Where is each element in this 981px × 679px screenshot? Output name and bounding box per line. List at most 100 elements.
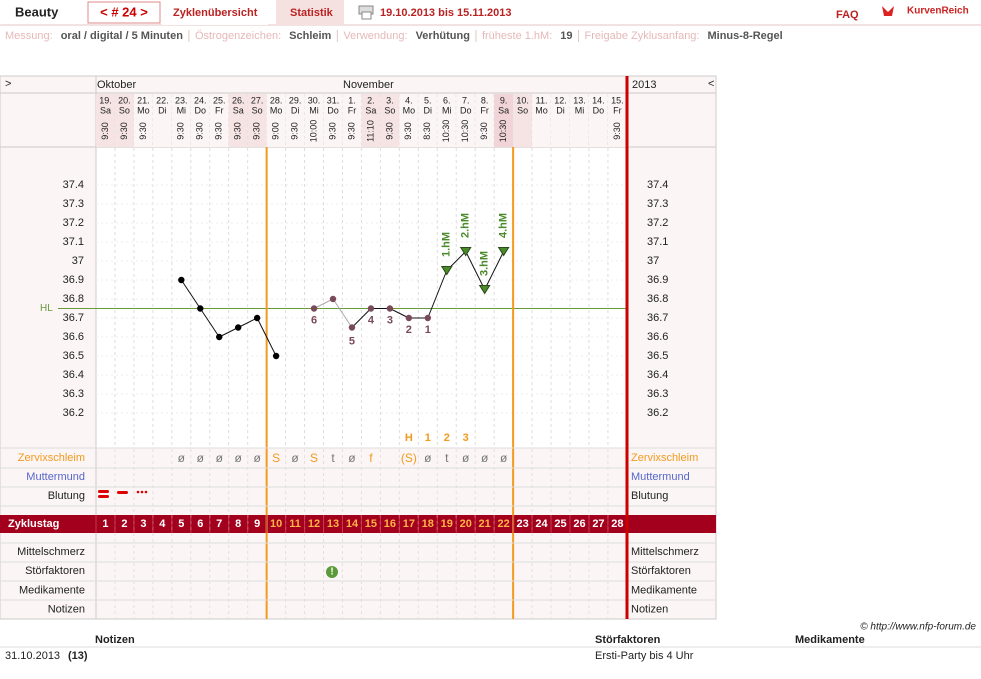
day-weekday: Do [327,105,339,115]
day-header [247,94,267,147]
low-count: 4 [368,314,375,326]
day-header [588,94,608,147]
day-header [266,94,286,147]
svg-text:!: ! [330,567,333,578]
bleeding-marks [98,490,148,498]
row-label: Muttermund [631,471,690,483]
day-header [190,94,210,147]
row-label: Medikamente [631,584,697,596]
curve-segment [313,298,334,309]
cycle-day: 12 [308,518,320,530]
notes-header: Medikamente [795,634,865,646]
disturbance-icon[interactable]: ! [326,566,338,578]
month: November [343,79,394,91]
day-time: 9:30 [233,122,243,140]
cycle-day: 18 [422,518,434,530]
nav-right[interactable]: < [708,78,714,90]
row-label: Zervixschleim [18,452,85,464]
faq-link[interactable]: FAQ [836,9,859,21]
nav-left[interactable]: > [5,78,11,90]
temp-point [424,314,431,322]
day-time: 9:30 [327,122,337,140]
day-date: 25. [213,95,226,105]
day-time: 10:30 [498,120,508,143]
cycle-day: 10 [270,518,282,530]
y-tick-label: 36.3 [63,388,84,400]
day-header [399,94,419,147]
temp-point [329,295,337,303]
day-weekday: Do [195,105,207,115]
tab-statistics[interactable]: Statistik [290,7,334,19]
y-tick-label: 36.6 [647,331,668,343]
day-time: 9:30 [479,122,489,140]
day-date: 12. [554,95,567,105]
mucus-count: 2 [444,432,450,444]
mucus-symbol: ø [235,451,243,465]
curve-segment [237,317,258,328]
day-header [456,94,476,147]
y-tick-label: 36.5 [647,350,668,362]
day-time: 9:30 [403,122,413,140]
mucus-symbol: ø [500,451,508,465]
y-tick-label: 36.5 [63,350,84,362]
cycle-day: 27 [592,518,604,530]
cycle-day: 5 [178,518,184,530]
logo-text[interactable]: KurvenReich [907,6,969,17]
y-tick-label: 36.9 [63,274,84,286]
day-date: 27. [251,95,264,105]
day-weekday: Fr [480,105,489,115]
day-weekday: Fr [613,105,622,115]
day-weekday: Mi [177,105,187,115]
day-header [152,94,172,147]
row-label: Blutung [631,490,668,502]
y-tick-label: 36.4 [63,369,84,381]
tab-overview[interactable]: Zyklenübersicht [173,7,258,19]
day-weekday: Fr [348,105,357,115]
day-header [607,94,627,147]
day-header [304,94,324,147]
temp-point [386,305,394,312]
day-weekday: Mi [442,105,452,115]
year: 2013 [632,79,656,91]
day-time: 9:30 [195,122,205,140]
day-weekday: Mi [575,105,585,115]
mucus-symbol: ø [291,451,299,465]
day-weekday: Di [158,105,167,115]
day-weekday: So [119,105,130,115]
info-value: Verhütung [416,30,470,42]
day-weekday: Di [424,105,433,115]
day-time: 9:30 [346,122,356,140]
mucus-symbol: t [445,451,449,465]
mucus-symbol: f [369,451,373,465]
day-header [361,94,381,147]
note-day: (13) [68,650,88,662]
note-date: 31.10.2013 [5,650,60,662]
cycle-box[interactable] [87,1,161,24]
cycle-day: 23 [516,518,528,530]
day-date: 30. [308,95,321,105]
cycle-nav[interactable]: < # 24 > [100,4,148,19]
cycle-day: 24 [535,518,548,530]
info-value: Schleim [289,30,331,42]
info-label: Freigabe Zyklusanfang: [585,30,700,42]
y-tick-label: 36.7 [63,312,84,324]
row-label: Mittelschmerz [631,546,699,558]
day-date: 26. [232,95,245,105]
cycle-day: 21 [479,518,491,530]
day-weekday: Do [593,105,605,115]
y-tick-label: 36.9 [647,274,668,286]
print-icon[interactable] [358,5,374,20]
temp-point [272,352,280,360]
low-count: 2 [406,324,412,336]
tab-active[interactable] [276,0,344,25]
curve-segment [256,317,277,357]
cycle-day: 15 [365,518,377,530]
day-date: 6. [443,95,451,105]
row-label: Muttermund [26,471,85,483]
day-date: 22. [156,95,169,105]
tab[interactable] [162,0,268,25]
info-label: früheste 1.hM: [482,30,552,42]
curve-segment [465,251,486,290]
day-time: 9:30 [384,122,394,140]
day-header [551,94,570,147]
